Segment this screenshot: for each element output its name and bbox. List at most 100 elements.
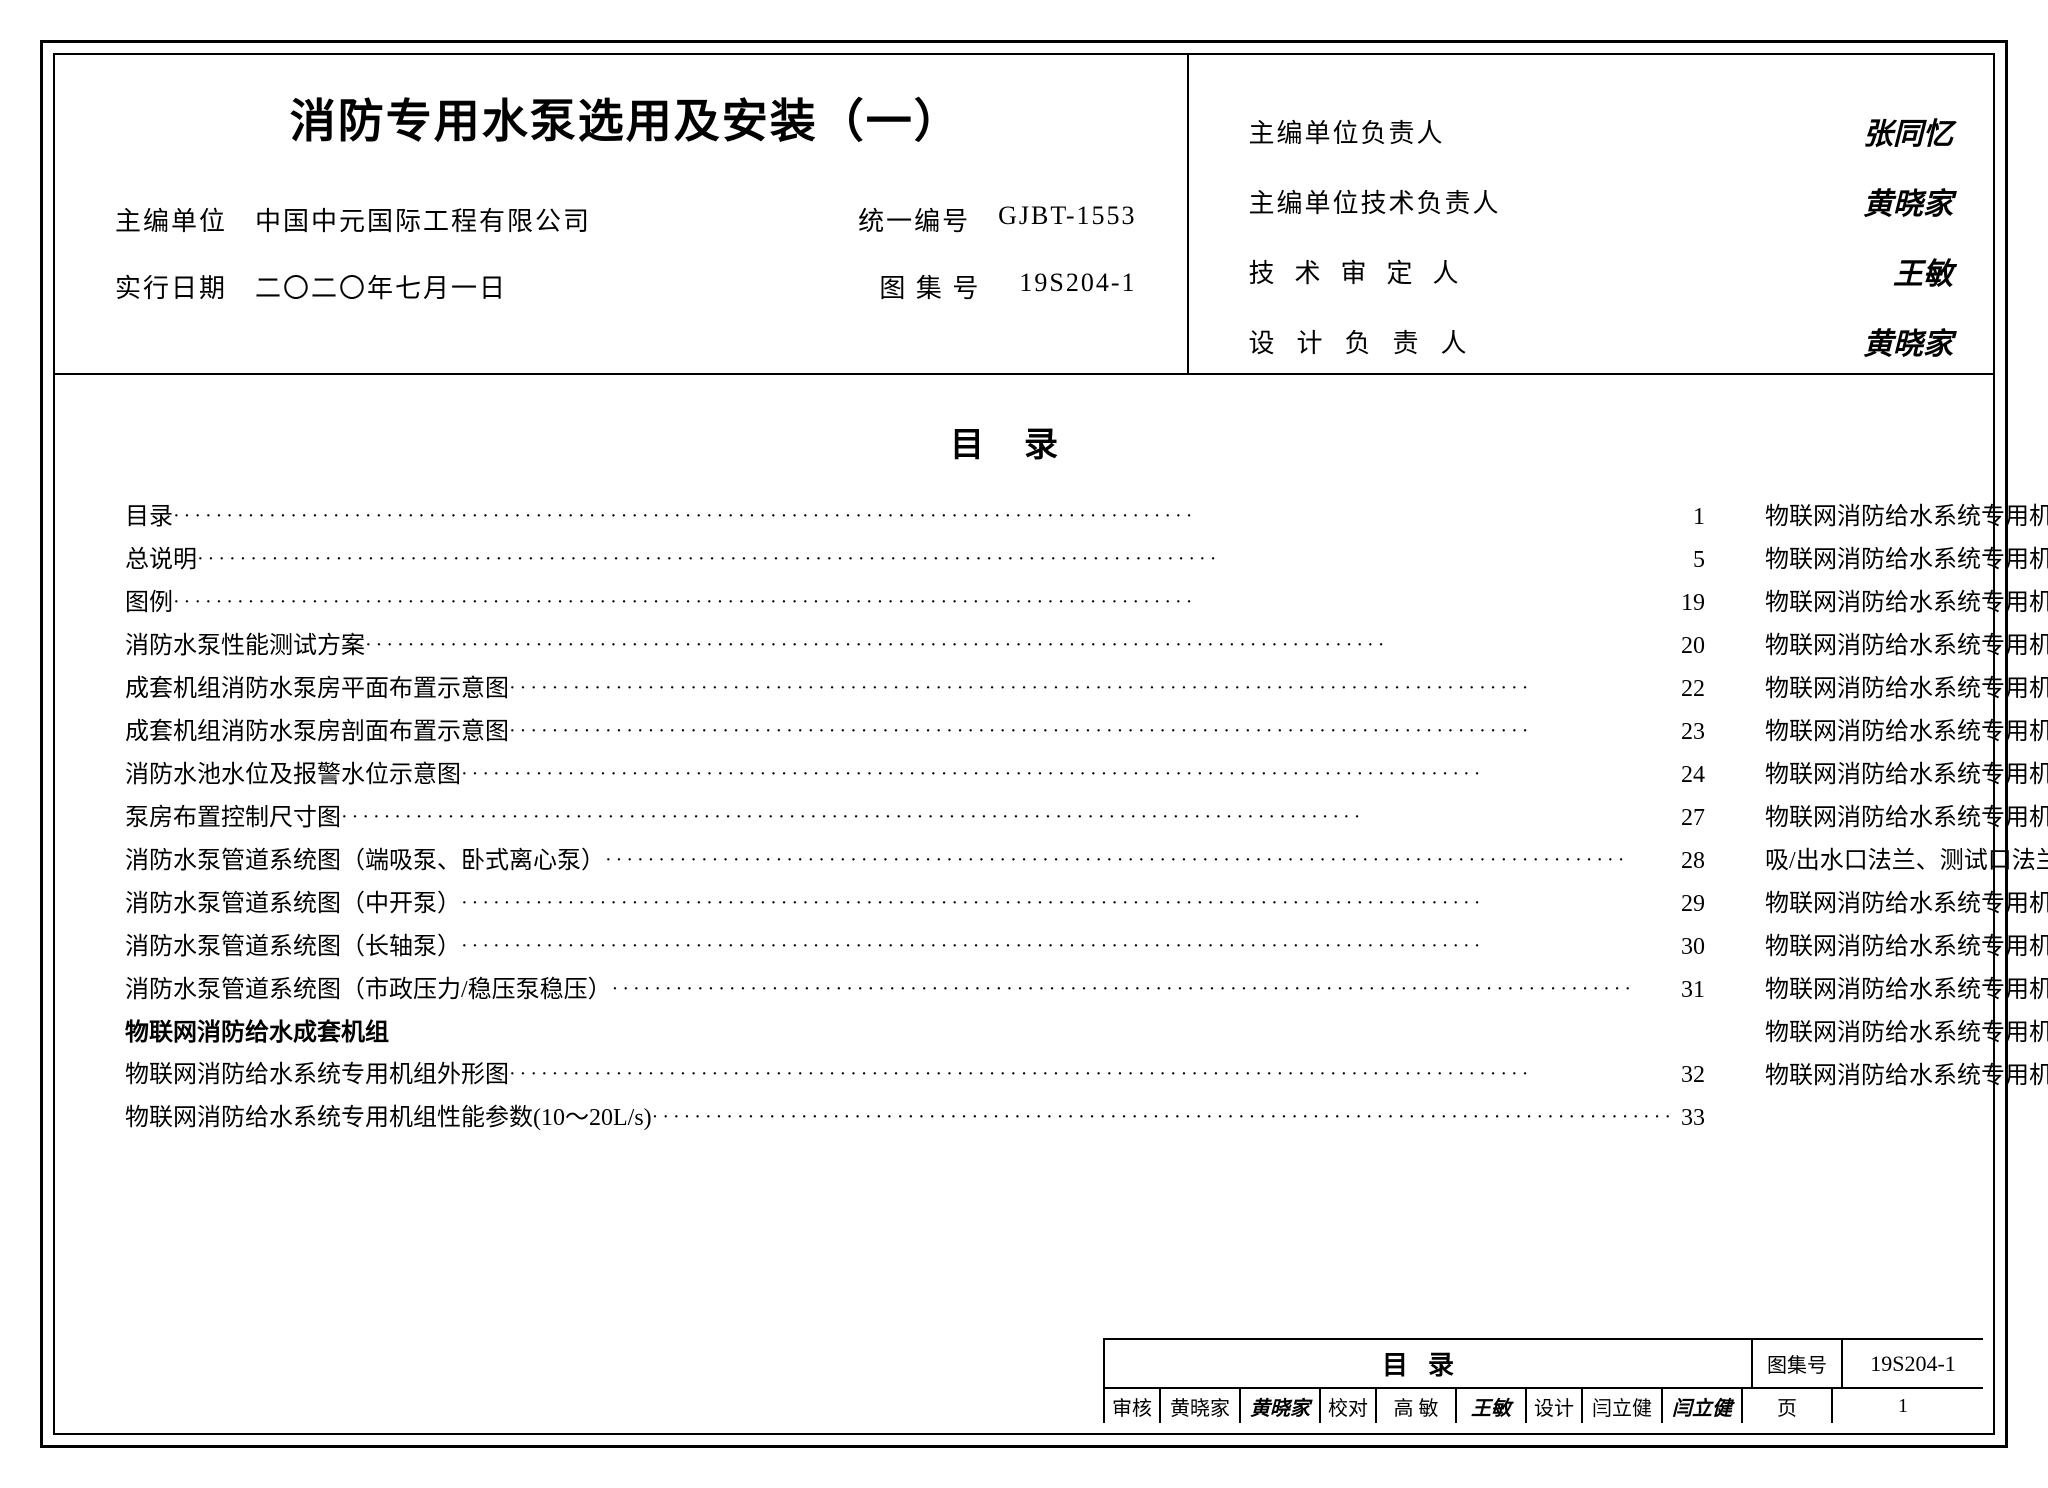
- toc-entry-text: 泵房布置控制尺寸图: [125, 797, 341, 839]
- toc-dots: [341, 796, 1675, 838]
- toc-line: 物联网消防给水系统专用机组性能参数(20～25L/s)34: [1765, 496, 2048, 539]
- toc-page: 30: [1675, 926, 1705, 968]
- toc-line: 物联网消防给水系统专用机组性能参数(30～40L/s)36: [1765, 582, 2048, 625]
- toc-dots: [509, 667, 1675, 709]
- toc-dots: [365, 624, 1675, 666]
- signature-name: 黄晓家: [1863, 319, 1953, 363]
- page-number: 1: [1833, 1389, 1973, 1423]
- toc-line: 成套机组消防水泵房平面布置示意图22: [125, 668, 1705, 711]
- toc-page: 33: [1675, 1097, 1705, 1139]
- toc-line: 物联网消防给水系统专用机组安装尺寸(10～20L/s)43: [1765, 883, 2048, 926]
- header-left: 消防专用水泵选用及安装（一） 主编单位 中国中元国际工程有限公司 统一编号 GJ…: [55, 55, 1189, 373]
- toc-entry-text: 消防水泵管道系统图（中开泵）: [125, 883, 461, 925]
- toc-page: 32: [1675, 1054, 1705, 1096]
- toc-entry-text: 目录: [125, 496, 173, 538]
- date-value: 二〇二〇年七月一日: [255, 268, 879, 305]
- reviewer: 黄晓家: [1161, 1389, 1241, 1423]
- toc-page: 28: [1675, 840, 1705, 882]
- editor-unit: 中国中元国际工程有限公司: [255, 201, 858, 238]
- toc-entry-text: 消防水池水位及报警水位示意图: [125, 754, 461, 796]
- toc-line: 物联网消防给水系统专用机组性能参数(50～60L/s)38: [1765, 668, 2048, 711]
- signature-name: 王敏: [1893, 249, 1953, 293]
- titleblock-top: 目录 图集号 19S204-1: [1105, 1340, 1983, 1387]
- editor-row: 主编单位 中国中元国际工程有限公司 统一编号 GJBT-1553: [115, 201, 1137, 238]
- toc-entry-text: 消防水泵管道系统图（长轴泵）: [125, 926, 461, 968]
- toc-line: 泵房布置控制尺寸图27: [125, 797, 1705, 840]
- designer: 闫立健: [1583, 1389, 1663, 1423]
- header: 消防专用水泵选用及安装（一） 主编单位 中国中元国际工程有限公司 统一编号 GJ…: [55, 55, 1993, 375]
- code-value: GJBT-1553: [998, 201, 1136, 238]
- toc-entry-text: 物联网消防给水系统专用机组安装尺寸(10～20L/s): [1765, 883, 2048, 925]
- signature-label: 主编单位技术负责人: [1249, 183, 1501, 220]
- toc-dots: [461, 753, 1675, 795]
- reviewer-signature: 黄晓家: [1241, 1389, 1321, 1423]
- title-block: 目录 图集号 19S204-1 审核 黄晓家 黄晓家 校对 高 敏 王敏 设计 …: [1103, 1338, 1983, 1423]
- signature-name: 张同忆: [1863, 109, 1953, 153]
- toc-dots: [652, 1096, 1675, 1138]
- checker-signature: 王敏: [1457, 1389, 1527, 1423]
- toc-area: 目录 目录 1 总说明 5图例19消防水泵性能测试方案20成套机组消防水泵房平面布置示…: [65, 387, 1983, 1423]
- toc-line: 消防水泵管道系统图（市政压力/稳压泵稳压） 31: [125, 969, 1705, 1012]
- date-row: 实行日期 二〇二〇年七月一日 图 集 号 19S204-1: [115, 268, 1137, 305]
- toc-line: 消防水泵管道系统图（端吸泵、卧式离心泵）28: [125, 840, 1705, 883]
- page-label: 页: [1743, 1389, 1833, 1423]
- toc-page: 31: [1675, 969, 1705, 1011]
- toc-dots: [612, 968, 1675, 1010]
- titleblock-bottom: 审核 黄晓家 黄晓家 校对 高 敏 王敏 设计 闫立健 闫立健 页 1: [1105, 1387, 1983, 1423]
- toc-line: 消防水泵管道系统图（中开泵） 29: [125, 883, 1705, 926]
- toc-line: 总说明 5: [125, 539, 1705, 582]
- toc-page: 5: [1675, 539, 1705, 581]
- toc-column-right: 物联网消防给水系统专用机组性能参数(20～25L/s)34物联网消防给水系统专用…: [1765, 496, 2048, 1140]
- toc-entry-text: 物联网消防给水系统专用机组性能参数(20～25L/s): [1765, 496, 2048, 538]
- page-frame: 消防专用水泵选用及安装（一） 主编单位 中国中元国际工程有限公司 统一编号 GJ…: [40, 40, 2008, 1448]
- toc-line: 物联网消防给水成套机组: [125, 1012, 1705, 1054]
- toc-entry-text: 物联网消防给水系统专用机组外形图: [125, 1054, 509, 1096]
- toc-page: 29: [1675, 883, 1705, 925]
- toc-entry-text: 物联网消防给水系统专用机组性能参数(60～75L/s): [1765, 711, 2048, 753]
- toc-line: 物联网消防给水系统专用机组性能参数(25～30L/s)35: [1765, 539, 2048, 582]
- design-label: 设计: [1527, 1389, 1583, 1423]
- signature-row: 技术审定人 王敏: [1249, 247, 1953, 295]
- setno-value: 19S204-1: [1019, 268, 1136, 305]
- toc-line: 消防水泵管道系统图（长轴泵） 30: [125, 926, 1705, 969]
- signature-label: 技术审定人: [1249, 253, 1479, 290]
- toc-entry-text: 物联网消防给水系统专用机组安装图: [1765, 797, 2048, 839]
- toc-line: 图例19: [125, 582, 1705, 625]
- toc-entry-text: 消防水泵管道系统图（市政压力/稳压泵稳压）: [125, 969, 612, 1011]
- toc-line: 物联网消防给水系统专用机组外形图 32: [125, 1054, 1705, 1097]
- toc-line: 物联网消防给水系统专用机组安装尺寸(30～40L/s)46: [1765, 1012, 2048, 1055]
- toc-entry-text: 成套机组消防水泵房平面布置示意图: [125, 668, 509, 710]
- toc-entry-text: 物联网消防给水系统专用机组安装尺寸(20～25L/s): [1765, 926, 2048, 968]
- editor-unit-label: 主编单位: [115, 201, 255, 238]
- toc-entry-text: 物联网消防给水系统专用机组安装尺寸(40～50L/s): [1765, 1055, 2048, 1097]
- signature-label: 主编单位负责人: [1249, 113, 1445, 150]
- toc-column-left: 目录1总说明5图例19消防水泵性能测试方案20成套机组消防水泵房平面布置示意图2…: [125, 496, 1705, 1140]
- toc-entry-text: 成套机组消防水泵房剖面布置示意图: [125, 711, 509, 753]
- toc-dots: [173, 495, 1675, 537]
- toc-line: 成套机组消防水泵房剖面布置示意图23: [125, 711, 1705, 754]
- toc-entry-text: 总说明: [125, 539, 197, 581]
- toc-columns: 目录1总说明5图例19消防水泵性能测试方案20成套机组消防水泵房平面布置示意图2…: [125, 496, 1923, 1140]
- toc-heading: 目录: [125, 417, 1923, 466]
- toc-line: 物联网消防给水系统专用机组性能参数(10～20L/s) 33: [125, 1097, 1705, 1140]
- toc-dots: [173, 581, 1675, 623]
- toc-entry-text: 物联网消防给水系统专用机组性能参数(50～60L/s): [1765, 668, 2048, 710]
- toc-line: 消防水泵性能测试方案20: [125, 625, 1705, 668]
- document-title: 消防专用水泵选用及安装（一）: [115, 85, 1137, 151]
- review-label: 审核: [1105, 1389, 1161, 1423]
- toc-page: 24: [1675, 754, 1705, 796]
- signature-row: 设计负责人黄晓家: [1249, 317, 1953, 365]
- toc-line: 物联网消防给水系统专用机组安装尺寸(40～50L/s)47: [1765, 1055, 2048, 1098]
- toc-dots: [605, 839, 1675, 881]
- checker: 高 敏: [1377, 1389, 1457, 1423]
- toc-entry-text: 物联网消防给水系统专用机组性能参数(10～20L/s): [125, 1097, 652, 1139]
- toc-entry-text: 物联网消防给水系统专用机组性能参数(75～110L/s): [1765, 754, 2048, 796]
- toc-line: 物联网消防给水系统专用机组性能参数(40～50L/s)37: [1765, 625, 2048, 668]
- toc-dots: [509, 710, 1675, 752]
- toc-entry-text: 吸/出水口法兰、测试口法兰、减震器: [1765, 840, 2048, 882]
- toc-entry-text: 物联网消防给水系统专用机组性能参数(25～30L/s): [1765, 539, 2048, 581]
- toc-line: 物联网消防给水系统专用机组安装尺寸(20～25L/s)44: [1765, 926, 2048, 969]
- toc-entry-text: 消防水泵性能测试方案: [125, 625, 365, 667]
- toc-line: 物联网消防给水系统专用机组性能参数(60～75L/s)39: [1765, 711, 2048, 754]
- inner-frame: 消防专用水泵选用及安装（一） 主编单位 中国中元国际工程有限公司 统一编号 GJ…: [53, 53, 1995, 1435]
